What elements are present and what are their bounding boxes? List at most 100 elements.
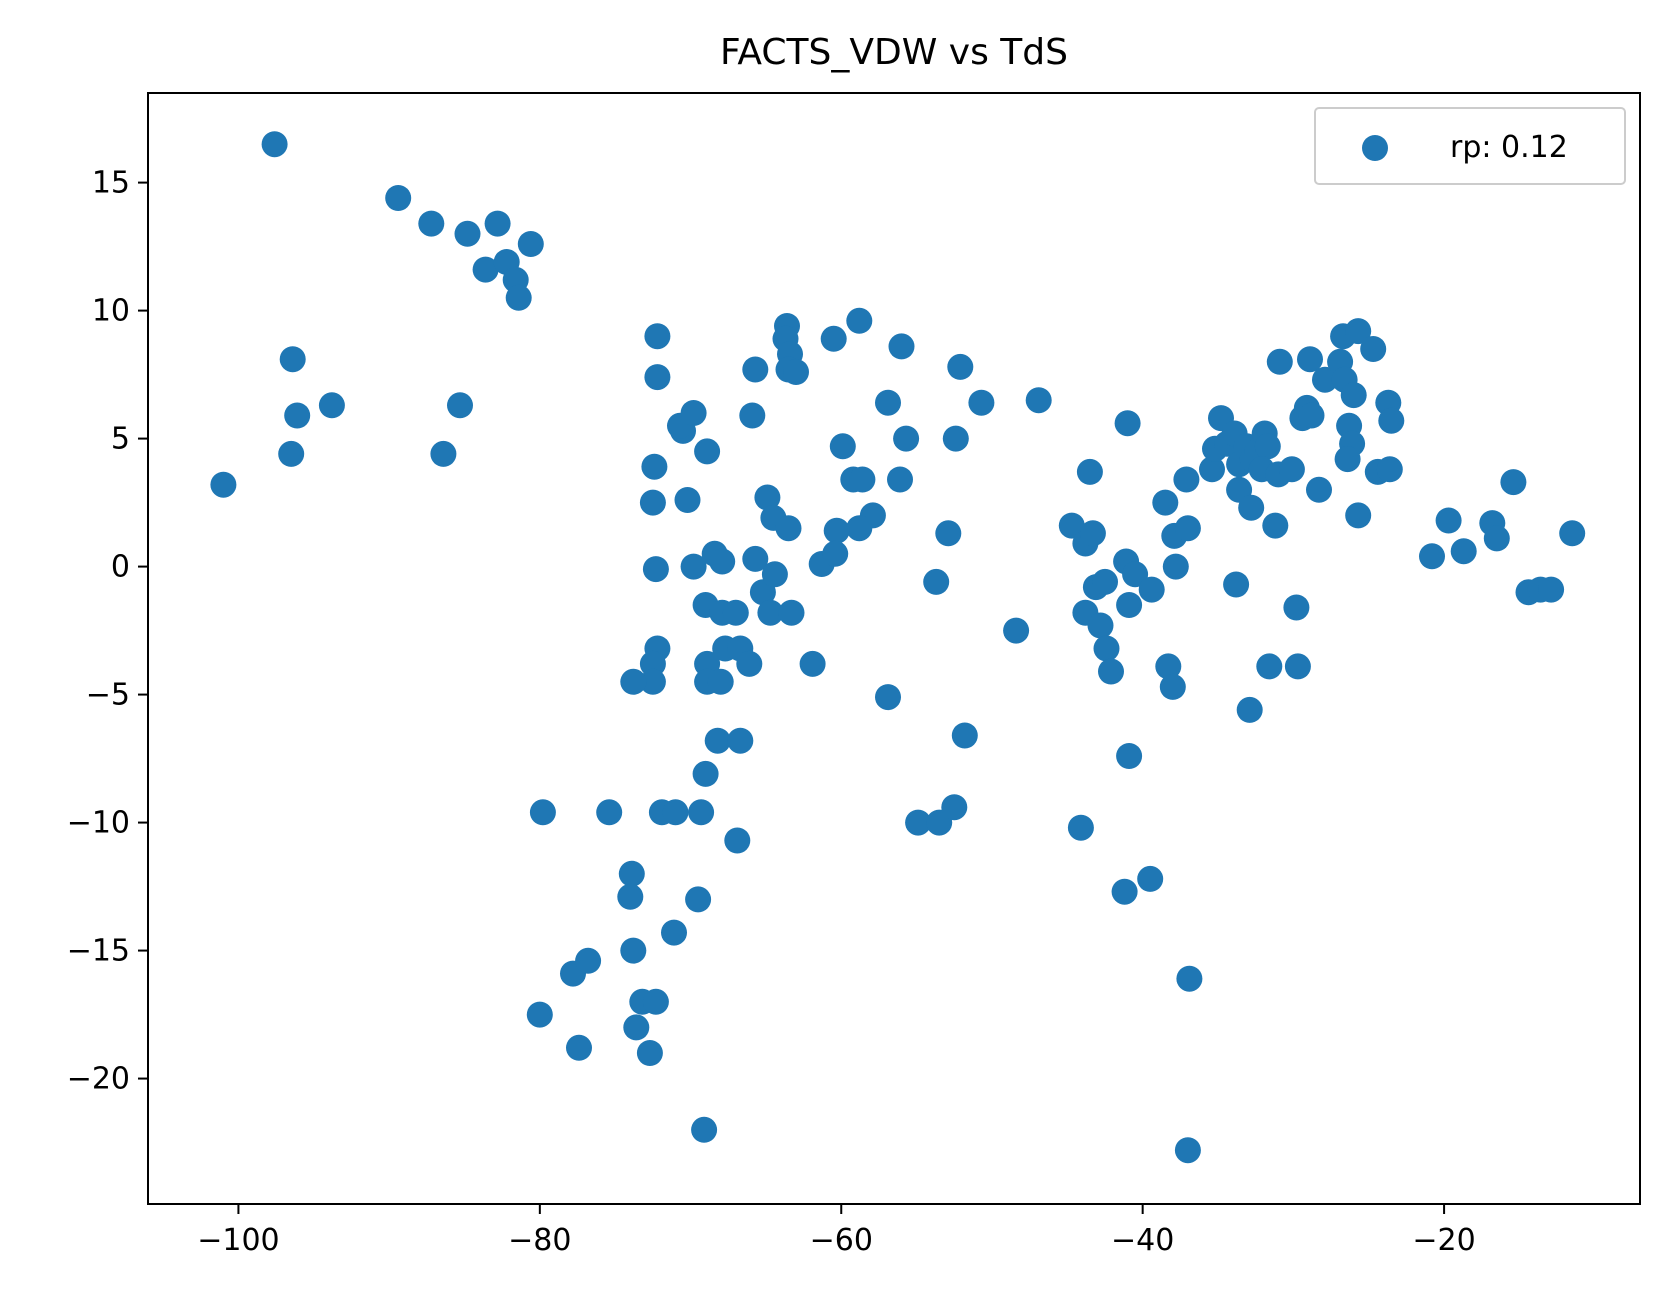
x-tick-label: −60 <box>810 1223 873 1258</box>
data-point <box>1266 348 1293 375</box>
data-point <box>1297 346 1323 373</box>
data-point <box>1223 571 1250 598</box>
data-point <box>1067 814 1094 841</box>
data-point <box>1278 456 1305 483</box>
data-point <box>1111 878 1138 905</box>
data-point <box>1262 512 1289 539</box>
x-axis: −100 −80 −60 −40 −20 <box>197 1204 1476 1258</box>
data-point <box>1284 653 1311 680</box>
data-point <box>1340 382 1367 409</box>
data-point <box>947 353 974 380</box>
data-point <box>318 392 345 419</box>
data-point <box>526 1001 553 1028</box>
data-point <box>430 440 457 467</box>
data-point <box>617 883 644 910</box>
data-point <box>1174 515 1201 542</box>
data-point <box>1025 387 1052 414</box>
data-point <box>639 489 666 516</box>
data-point <box>875 684 901 711</box>
data-point <box>1159 673 1186 700</box>
data-point <box>210 471 237 498</box>
data-point <box>704 727 731 754</box>
data-point <box>739 402 766 429</box>
data-point <box>778 599 805 626</box>
y-tick-label: −15 <box>67 934 130 969</box>
data-point <box>1003 617 1030 644</box>
data-point <box>893 425 920 452</box>
data-point <box>1360 336 1387 362</box>
data-point <box>849 466 876 493</box>
data-point <box>1419 543 1445 570</box>
data-point <box>1079 520 1106 547</box>
data-point <box>775 515 802 542</box>
data-point <box>1116 743 1143 769</box>
data-point <box>1199 456 1225 483</box>
data-point <box>418 210 445 237</box>
data-point <box>968 389 995 416</box>
legend-label: rp: 0.12 <box>1450 130 1568 165</box>
data-point <box>1162 553 1189 580</box>
data-point <box>1137 865 1164 892</box>
data-point <box>724 827 751 854</box>
data-point <box>1152 489 1179 516</box>
data-point <box>505 284 532 311</box>
data-point <box>694 438 721 465</box>
data-point <box>875 389 901 416</box>
data-point <box>1334 446 1361 473</box>
data-point <box>644 323 671 350</box>
data-point <box>447 392 473 419</box>
data-point <box>454 220 481 247</box>
data-point <box>1283 594 1310 621</box>
data-point <box>941 794 968 821</box>
data-point <box>662 799 689 826</box>
data-point <box>261 131 288 158</box>
data-point <box>709 548 736 575</box>
data-point <box>639 668 666 695</box>
y-axis: −20 −15 −10 −5 0 5 10 15 <box>67 166 148 1097</box>
data-point <box>688 799 715 826</box>
data-point <box>1092 568 1118 595</box>
data-point <box>636 1040 663 1066</box>
chart-title: FACTS_VDW vs TdS <box>720 32 1068 73</box>
data-point <box>905 809 932 836</box>
data-point <box>1450 538 1477 565</box>
data-point <box>1098 658 1124 685</box>
data-point <box>754 484 781 511</box>
data-point <box>1538 576 1565 603</box>
data-point <box>694 650 721 677</box>
x-tick-label: −100 <box>197 1223 279 1258</box>
data-point <box>1116 592 1143 618</box>
y-tick-label: −5 <box>86 678 130 713</box>
data-point <box>1093 635 1120 662</box>
x-tick-label: −40 <box>1111 1223 1174 1258</box>
data-point <box>618 860 645 887</box>
data-point <box>1483 525 1510 552</box>
data-point <box>761 561 788 588</box>
data-point <box>923 568 950 595</box>
data-point <box>642 988 669 1015</box>
data-point <box>1312 366 1338 393</box>
data-point <box>284 402 311 429</box>
data-point <box>641 453 668 480</box>
data-point <box>642 556 669 583</box>
data-point <box>278 440 305 467</box>
data-point <box>623 1014 650 1041</box>
data-point <box>575 947 602 974</box>
y-tick-label: 10 <box>92 294 130 329</box>
data-point <box>517 231 544 257</box>
data-point <box>887 466 913 493</box>
data-point <box>1256 653 1283 680</box>
data-point <box>1173 466 1200 493</box>
y-tick-label: −20 <box>67 1062 130 1097</box>
y-tick-label: −10 <box>67 806 130 841</box>
data-point <box>823 517 850 544</box>
data-point <box>829 433 856 460</box>
data-point <box>1155 653 1182 680</box>
data-point <box>1174 1137 1201 1164</box>
data-point <box>1087 612 1114 639</box>
data-point <box>757 599 784 626</box>
data-point <box>1238 494 1265 521</box>
data-point <box>742 356 769 383</box>
data-point <box>685 886 712 913</box>
